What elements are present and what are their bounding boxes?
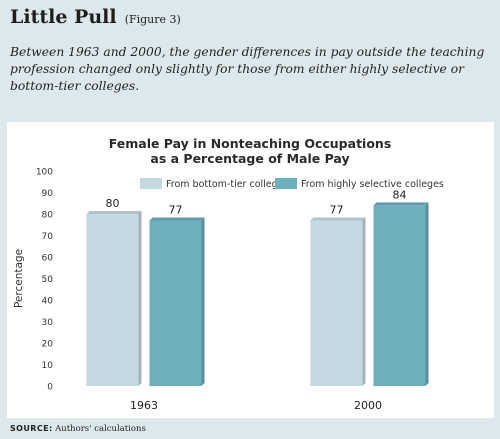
bar-side [138, 211, 142, 386]
source-note: SOURCE: Authors' calculations [10, 424, 146, 434]
bar-value-label: 77 [330, 203, 344, 216]
figure-title: Little Pull [10, 6, 117, 28]
chart-panel: Female Pay in Nonteaching Occupations as … [7, 122, 494, 418]
y-tick-label: 0 [47, 383, 53, 393]
bar [373, 205, 426, 386]
x-tick-label: 1963 [130, 399, 158, 412]
x-tick-label: 2000 [354, 399, 382, 412]
bar-chart: Female Pay in Nonteaching Occupationsas … [13, 136, 444, 412]
figure-description: Between 1963 and 2000, the gender differ… [10, 45, 485, 93]
chart-title-line: Female Pay in Nonteaching Occupations [109, 136, 392, 151]
bar [86, 214, 139, 386]
bar-value-label: 77 [169, 203, 183, 216]
y-tick-label: 10 [42, 361, 54, 371]
y-tick-label: 50 [42, 275, 54, 285]
y-axis-label: Percentage [13, 249, 25, 308]
y-tick-label: 30 [42, 318, 54, 328]
legend-label: From highly selective colleges [301, 179, 444, 190]
bar-side [425, 202, 429, 386]
bar-side [362, 217, 366, 386]
y-tick-label: 100 [36, 168, 53, 178]
figure-heading: Little Pull (Figure 3) [10, 6, 181, 28]
bar [149, 220, 202, 386]
legend-label: From bottom-tier colleges [166, 179, 289, 190]
y-tick-label: 40 [42, 297, 54, 307]
bar-top [86, 211, 142, 214]
y-tick-label: 20 [42, 340, 54, 350]
legend-swatch [140, 178, 162, 189]
bar-value-label: 84 [393, 188, 407, 201]
figure-label: (Figure 3) [124, 13, 181, 26]
source-label: SOURCE: [10, 424, 53, 433]
chart-title-line: as a Percentage of Male Pay [150, 151, 349, 166]
bar-top [310, 217, 366, 221]
y-tick-label: 80 [42, 211, 54, 221]
bar-top [149, 217, 205, 221]
y-tick-label: 70 [42, 232, 54, 242]
bar [310, 220, 363, 386]
source-text: Authors' calculations [55, 424, 146, 434]
bar-side [201, 217, 205, 386]
bar-top [373, 202, 429, 206]
bar-value-label: 80 [106, 197, 120, 210]
y-tick-label: 60 [42, 254, 54, 264]
y-tick-label: 90 [42, 189, 54, 199]
legend-swatch [275, 178, 297, 189]
